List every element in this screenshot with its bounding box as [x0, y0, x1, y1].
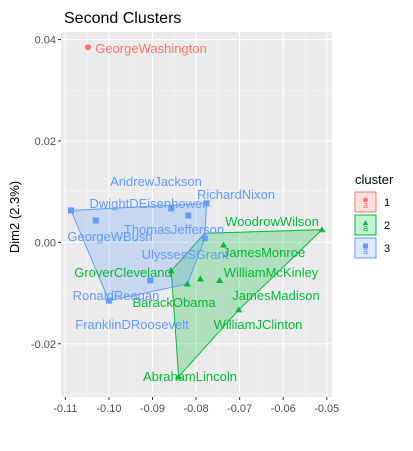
point-BarackObama — [183, 280, 191, 287]
point-GeorgeWBush — [92, 217, 99, 224]
point-labels: GeorgeWashington WoodrowWilson JamesMonroe… — [67, 41, 319, 384]
x-tick-label: -0.09 — [140, 403, 165, 415]
point-JamesMadison — [216, 276, 224, 283]
point-GeorgeWashington — [85, 44, 92, 51]
x-axis-ticks: -0.11 -0.10 -0.09 -0.08 -0.07 -0.06 -0.05 — [53, 397, 339, 415]
legend-symbol-2 — [362, 220, 369, 226]
point-label-RonaldReagan: RonaldReagan — [73, 288, 160, 303]
y-tick-label: 0.04 — [35, 35, 56, 47]
point-label-FranklinDRoosevelt: FranklinDRoosevelt — [75, 317, 189, 332]
point-label-DwightDEisenhower: DwightDEisenhower — [89, 196, 207, 211]
x-tick-label: -0.05 — [314, 403, 339, 415]
point-label-RichardNixon: RichardNixon — [197, 187, 275, 202]
chart-title: Second Clusters — [64, 10, 181, 27]
cluster-3-hull — [70, 202, 208, 302]
point-ThomasJefferson — [185, 212, 192, 219]
point-WilliamJClinton — [235, 306, 243, 313]
point-label-WilliamMcKinley: WilliamMcKinley — [224, 265, 319, 280]
x-tick-label: -0.07 — [227, 403, 252, 415]
point-DwightDEisenhower — [68, 207, 75, 214]
point-JamesMonroe — [220, 241, 227, 248]
x-tick-label: -0.08 — [184, 403, 209, 415]
grid-major-lines — [61, 32, 332, 397]
legend-label-1: 1 — [384, 197, 390, 209]
point-UlyssesSGrant — [201, 235, 208, 242]
point-label-BarackObama: BarackObama — [132, 295, 216, 310]
legend-label-3: 3 — [384, 243, 390, 255]
y-tick-label: 0.00 — [35, 237, 56, 249]
point-GroverCleveland — [167, 267, 175, 274]
point-WoodrowWilson — [318, 226, 326, 233]
legend-key-glyph-1: a — [363, 200, 368, 210]
x-tick-label: -0.06 — [271, 403, 296, 415]
point-label-AndrewJackson: AndrewJackson — [110, 174, 202, 189]
cluster-hulls — [70, 202, 324, 378]
point-label-AbrahamLincoln: AbrahamLincoln — [143, 369, 237, 384]
point-label-GroverCleveland: GroverCleveland — [74, 265, 172, 280]
cluster-points — [68, 44, 326, 380]
point-RichardNixon — [203, 200, 210, 207]
y-tick-label: 0.02 — [35, 136, 56, 148]
legend: cluster a 1 a 2 a 3 — [354, 172, 394, 259]
point-label-WoodrowWilson: WoodrowWilson — [225, 214, 319, 229]
x-tick-label: -0.11 — [53, 403, 77, 415]
point-label-JamesMonroe: JamesMonroe — [223, 245, 305, 260]
legend-symbol-1 — [363, 197, 368, 203]
point-label-WilliamJClinton: WilliamJClinton — [214, 317, 303, 332]
point-WilliamMcKinley — [196, 275, 204, 282]
y-axis-ticks: -0.02 0.00 0.02 0.04 — [31, 35, 61, 351]
legend-keys: a 1 a 2 a 3 — [354, 191, 390, 259]
point-label-ThomasJefferson: ThomasJefferson — [124, 222, 224, 237]
legend-title: cluster — [355, 172, 394, 187]
cluster-2-hull — [170, 229, 324, 378]
point-FranklinDRoosevelt — [105, 297, 112, 304]
point-label-JamesMadison: JamesMadison — [232, 288, 319, 303]
point-RonaldReagan — [147, 277, 154, 284]
point-label-UlyssesSGrant: UlyssesSGrant — [142, 247, 229, 262]
legend-key-glyph-3: a — [363, 246, 368, 256]
x-tick-label: -0.10 — [96, 403, 121, 415]
legend-label-2: 2 — [384, 220, 390, 232]
y-axis-label: Dim2 (2.3%) — [7, 181, 22, 253]
legend-symbol-3 — [363, 243, 368, 249]
point-AndrewJackson — [168, 205, 175, 212]
point-label-GeorgeWashington: GeorgeWashington — [95, 41, 207, 56]
y-tick-label: -0.02 — [31, 339, 56, 351]
legend-key-glyph-2: a — [363, 223, 368, 233]
point-label-GeorgeWBush: GeorgeWBush — [67, 229, 152, 244]
point-AbrahamLincoln — [175, 373, 183, 380]
